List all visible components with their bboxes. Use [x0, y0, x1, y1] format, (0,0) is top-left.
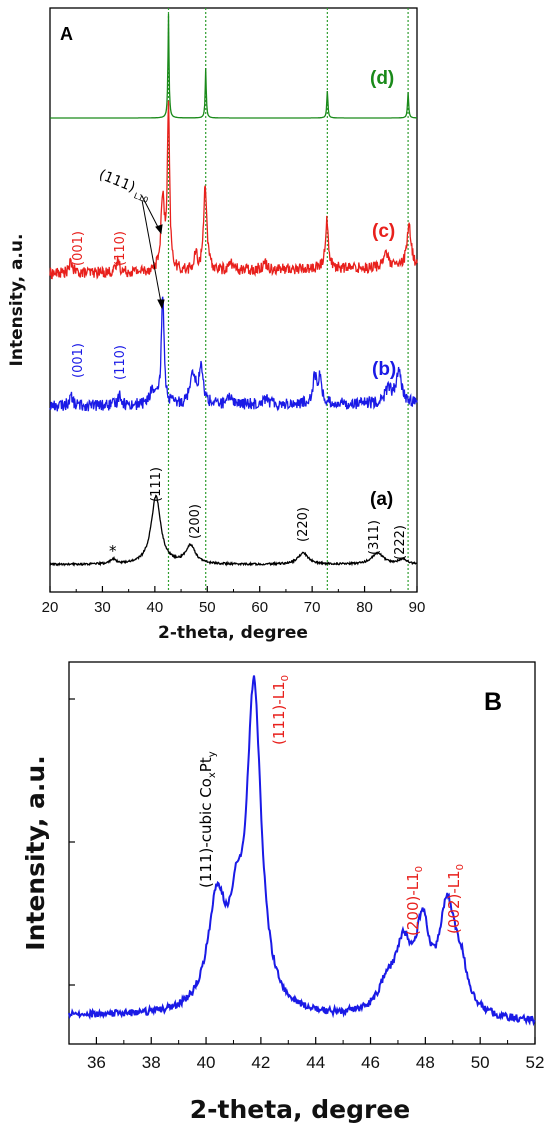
panel-a-letter: A: [60, 24, 73, 44]
panel-a-x-axis: 20 30 40 50 60 70 80 90: [42, 586, 426, 616]
svg-text:(111)-L10: (111)-L10: [270, 675, 291, 745]
panel-a-y-axis-title: Intensity, a.u.: [7, 234, 27, 367]
panel-b-y-axis-title: Intensity, a.u.: [21, 755, 50, 950]
panel-b-x-tick-label: 36: [87, 1053, 106, 1072]
panel-b-x-axis-title: 2-theta, degree: [190, 1095, 410, 1124]
series-line-c: [49, 100, 418, 280]
series-label-b: (b): [372, 359, 396, 380]
series-line-d: [50, 13, 417, 119]
panel-a-series-group: [49, 13, 418, 567]
peak-label-b-111-l10: (111)-L10: [270, 675, 291, 745]
peak-label-a-200: (200): [188, 504, 203, 539]
peak-label-c-001: (001): [71, 231, 86, 266]
panel-a-x-tick-label: 70: [304, 599, 321, 616]
peak-label-b-110: (110): [113, 345, 128, 380]
peak-label-a-222: (222): [393, 525, 408, 560]
panel-a-x-tick-label: 50: [199, 599, 216, 616]
panel-a-x-tick-label: 90: [409, 599, 426, 616]
series-label-c: (c): [372, 221, 395, 242]
panel-b-plot-frame: [68, 661, 536, 1045]
peak-label-b-001: (001): [71, 343, 86, 378]
series-label-a: (a): [370, 489, 393, 510]
peak-label-c-110: (110): [113, 231, 128, 266]
panel-a-x-tick-label: 30: [94, 599, 111, 616]
peak-label-b-002-l10: (002)-L10: [445, 864, 466, 934]
peak-arrows: [141, 195, 165, 310]
panel-b-x-tick-label: 48: [416, 1053, 435, 1072]
series-label-d: (d): [370, 68, 394, 89]
peak-label-b-cubic-coxpty: (111)-cubic CoxPty: [197, 751, 218, 888]
panel-a-x-tick-label: 40: [147, 599, 164, 616]
peak-label-b-200-l10: (200)-L10: [404, 866, 425, 936]
svg-text:(111): (111): [97, 167, 138, 196]
peak-label-a-star: *: [109, 542, 117, 560]
panel-b-x-tick-label: 40: [197, 1053, 216, 1072]
panel-a-plot-frame: [49, 7, 418, 593]
panel-b-x-tick-label: 52: [526, 1053, 545, 1072]
panel-a-x-tick-label: 80: [356, 599, 373, 616]
peak-label-a-311: (311): [367, 520, 382, 555]
panel-b-letter: B: [484, 688, 502, 716]
panel-b-y-ticks: [69, 698, 75, 986]
panel-b-x-tick-label: 50: [471, 1053, 490, 1072]
panel-b-x-tick-label: 46: [361, 1053, 380, 1072]
peak-label-a-220: (220): [296, 507, 311, 542]
panel-b-x-tick-label: 44: [306, 1053, 325, 1072]
panel-b-series-line: [68, 675, 536, 1027]
svg-text:(111)-cubic CoxPty: (111)-cubic CoxPty: [197, 751, 218, 888]
panel-b-x-tick-label: 38: [142, 1053, 161, 1072]
svg-text:(200)-L10: (200)-L10: [404, 866, 425, 936]
panel-a: 20 30 40 50 60 70 80 90 A (d) (c) (b) (a) (001)…: [7, 7, 426, 643]
series-line-b: [49, 296, 418, 412]
svg-text:L10: L10: [132, 191, 149, 205]
panel-a-x-tick-label: 60: [251, 599, 268, 616]
svg-text:(002)-L10: (002)-L10: [445, 864, 466, 934]
panel-a-x-axis-title: 2-theta, degree: [158, 623, 308, 643]
peak-label-c-111-l10: (111) L10: [97, 167, 150, 205]
panel-b-x-tick-label: 42: [251, 1053, 270, 1072]
panel-b: 36 38 40 42 44 46 48 50 52 B (111)-cubic CoxPty …: [21, 661, 545, 1124]
panel-a-x-tick-label: 20: [42, 599, 59, 616]
panel-b-series-group: [68, 675, 536, 1027]
series-line-a: [49, 494, 418, 567]
peak-label-a-111: (111): [149, 467, 164, 502]
panel-b-x-axis: 36 38 40 42 44 46 48 50 52: [68, 1037, 545, 1072]
